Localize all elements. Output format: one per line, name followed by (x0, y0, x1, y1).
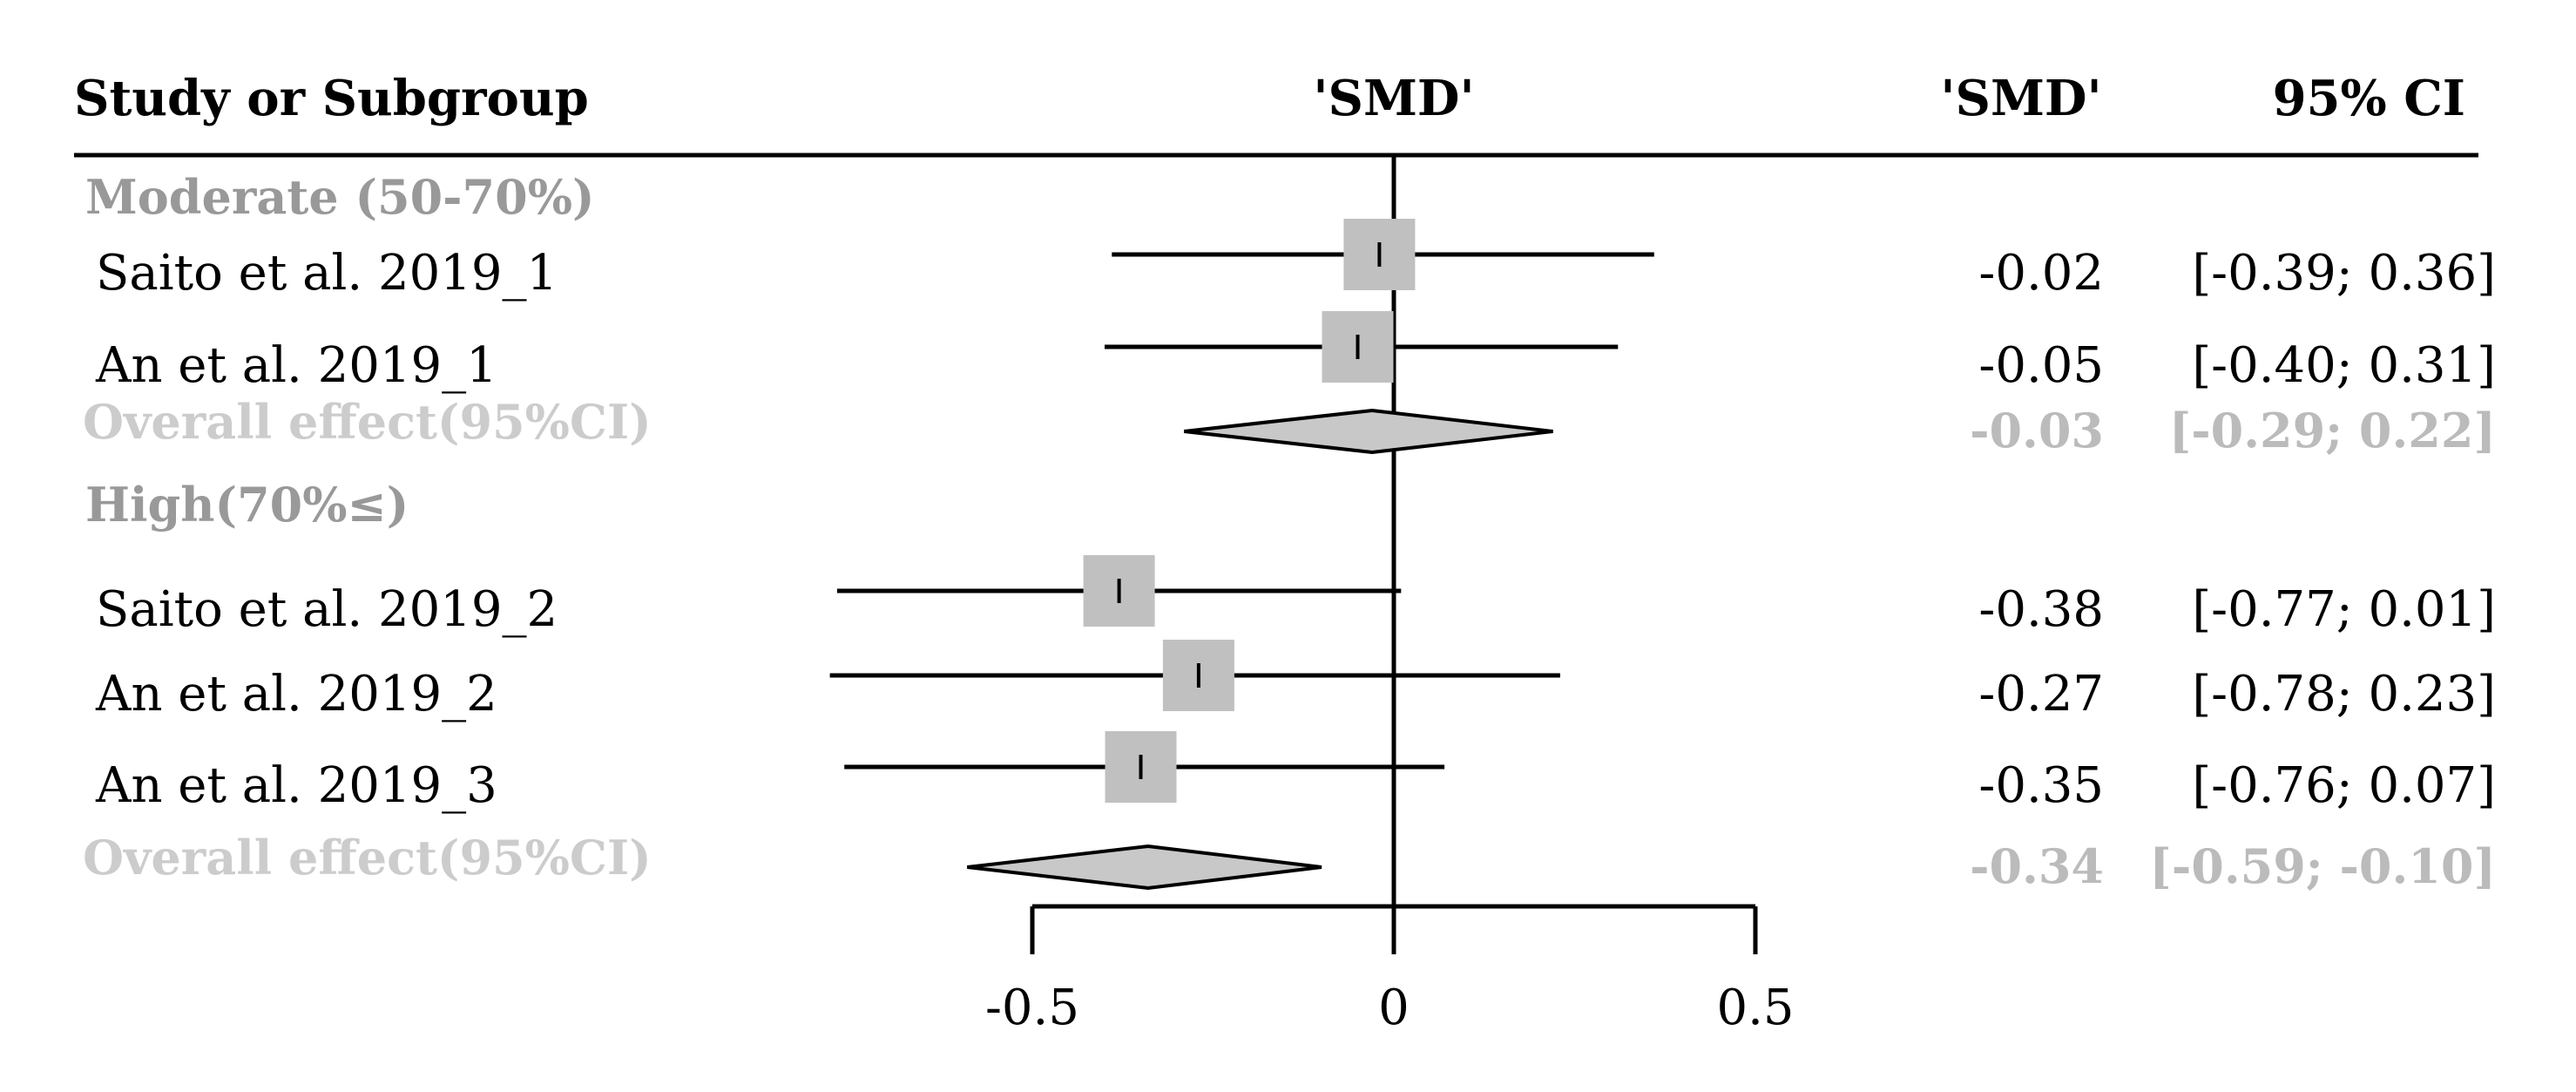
ci-value: [-0.76; 0.07] (2192, 757, 2496, 814)
header-study: Study or Subgroup (74, 70, 589, 127)
group-label: High(70%≤) (85, 477, 409, 532)
overall-ci-value: [-0.29; 0.22] (2169, 403, 2496, 458)
ci-value: [-0.77; 0.01] (2192, 581, 2496, 638)
x-tick-label: 0 (1378, 980, 1410, 1036)
overall-smd-value: -0.34 (1970, 838, 2104, 894)
smd-value: -0.27 (1978, 666, 2104, 722)
ci-value: [-0.39; 0.36] (2192, 245, 2496, 302)
header-smd: 'SMD' (1940, 70, 2101, 127)
overall-diamond (1184, 408, 1553, 455)
header-plot-smd: 'SMD' (1313, 70, 1474, 127)
smd-value: -0.05 (1978, 337, 2104, 394)
overall-label: Overall effect(95%CI) (83, 394, 652, 450)
smd-value: -0.02 (1978, 245, 2104, 302)
x-tick-label: 0.5 (1716, 980, 1794, 1036)
smd-value: -0.38 (1978, 581, 2104, 638)
study-label: Saito et al. 2019_2 (96, 581, 558, 638)
study-label: An et al. 2019_2 (95, 666, 497, 722)
study-label: Saito et al. 2019_1 (96, 245, 558, 302)
header-ci: 95% CI (2273, 70, 2465, 127)
overall-diamond (967, 844, 1322, 891)
study-label: An et al. 2019_3 (95, 757, 497, 814)
ci-value: [-0.40; 0.31] (2192, 337, 2496, 394)
ci-value: [-0.78; 0.23] (2192, 666, 2496, 722)
overall-label: Overall effect(95%CI) (83, 830, 652, 885)
study-label: An et al. 2019_1 (95, 337, 497, 394)
group-label: Moderate (50-70%) (85, 169, 595, 225)
smd-value: -0.35 (1978, 757, 2104, 814)
x-tick-label: -0.5 (985, 980, 1079, 1036)
overall-smd-value: -0.03 (1970, 403, 2104, 458)
overall-ci-value: [-0.59; -0.10] (2149, 838, 2496, 894)
